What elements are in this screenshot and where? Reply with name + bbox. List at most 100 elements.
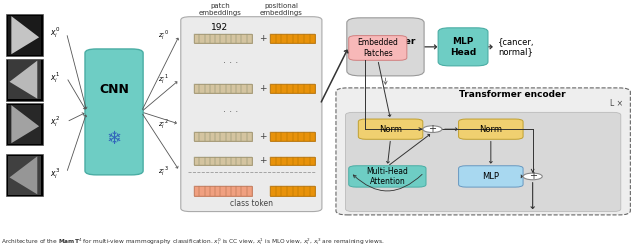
Bar: [8, 105, 41, 143]
Text: +: +: [529, 171, 537, 182]
Bar: [241, 132, 246, 141]
Bar: [287, 132, 292, 141]
Bar: [298, 132, 304, 141]
Bar: [276, 157, 281, 165]
Text: +: +: [259, 156, 267, 165]
Bar: [270, 132, 276, 141]
Bar: [304, 84, 310, 93]
Bar: [246, 132, 252, 141]
FancyBboxPatch shape: [438, 28, 488, 66]
Bar: [236, 157, 241, 165]
Bar: [292, 34, 298, 43]
Bar: [276, 34, 281, 43]
Bar: [205, 84, 210, 93]
Bar: [194, 186, 252, 196]
Bar: [200, 132, 205, 141]
Bar: [220, 157, 226, 165]
Bar: [241, 84, 246, 93]
FancyBboxPatch shape: [349, 166, 426, 187]
Bar: [200, 34, 205, 43]
Bar: [281, 34, 287, 43]
Bar: [270, 157, 315, 165]
Bar: [226, 132, 231, 141]
Bar: [241, 34, 246, 43]
Text: Multi-Head
Attention: Multi-Head Attention: [367, 167, 408, 186]
Bar: [205, 132, 210, 141]
Bar: [6, 154, 43, 197]
Bar: [210, 84, 215, 93]
Text: L ×: L ×: [611, 98, 623, 108]
Text: Norm: Norm: [379, 125, 402, 134]
Bar: [281, 186, 287, 196]
Text: class token: class token: [230, 199, 273, 208]
Bar: [241, 157, 246, 165]
Polygon shape: [10, 61, 37, 99]
Text: · · ·: · · ·: [223, 107, 238, 117]
Text: {cancer,
normal}: {cancer, normal}: [497, 37, 534, 57]
Bar: [226, 157, 231, 165]
Bar: [226, 186, 231, 196]
Bar: [246, 186, 252, 196]
Bar: [6, 103, 43, 145]
Bar: [200, 186, 205, 196]
Polygon shape: [12, 16, 39, 54]
Bar: [276, 186, 281, 196]
Text: $x_i^3$: $x_i^3$: [50, 166, 60, 181]
Text: Transformer encoder: Transformer encoder: [459, 90, 566, 99]
Bar: [8, 156, 41, 195]
Bar: [8, 16, 41, 55]
Bar: [270, 84, 315, 93]
Bar: [270, 84, 276, 93]
Bar: [8, 60, 41, 99]
Bar: [276, 132, 281, 141]
Bar: [220, 84, 226, 93]
FancyBboxPatch shape: [349, 36, 407, 60]
Bar: [281, 132, 287, 141]
FancyBboxPatch shape: [180, 17, 322, 212]
Bar: [241, 186, 246, 196]
Text: +: +: [259, 34, 267, 43]
FancyBboxPatch shape: [347, 18, 424, 76]
Bar: [194, 157, 200, 165]
Circle shape: [523, 173, 542, 180]
Bar: [310, 132, 315, 141]
Bar: [304, 186, 310, 196]
Bar: [287, 84, 292, 93]
Bar: [215, 34, 220, 43]
Bar: [194, 132, 200, 141]
Bar: [6, 14, 43, 56]
Bar: [236, 34, 241, 43]
Bar: [270, 132, 315, 141]
Bar: [270, 186, 315, 196]
Text: +: +: [259, 132, 267, 141]
Bar: [205, 34, 210, 43]
FancyBboxPatch shape: [358, 119, 423, 139]
Bar: [287, 157, 292, 165]
Bar: [210, 186, 215, 196]
Bar: [310, 84, 315, 93]
Polygon shape: [12, 105, 39, 143]
Bar: [236, 84, 241, 93]
Bar: [200, 157, 205, 165]
Bar: [304, 132, 310, 141]
Bar: [226, 34, 231, 43]
Bar: [215, 84, 220, 93]
Bar: [231, 132, 236, 141]
FancyBboxPatch shape: [459, 119, 523, 139]
Bar: [246, 157, 252, 165]
Bar: [304, 34, 310, 43]
Text: +: +: [428, 124, 436, 134]
Text: MLP
Head: MLP Head: [450, 37, 476, 57]
Bar: [215, 132, 220, 141]
Bar: [210, 132, 215, 141]
Bar: [287, 34, 292, 43]
Bar: [310, 186, 315, 196]
Bar: [194, 186, 200, 196]
Bar: [246, 34, 252, 43]
Bar: [194, 157, 252, 165]
Bar: [292, 132, 298, 141]
Bar: [220, 186, 226, 196]
FancyBboxPatch shape: [459, 166, 523, 187]
Bar: [298, 34, 304, 43]
Text: positional
embeddings: positional embeddings: [260, 3, 303, 16]
